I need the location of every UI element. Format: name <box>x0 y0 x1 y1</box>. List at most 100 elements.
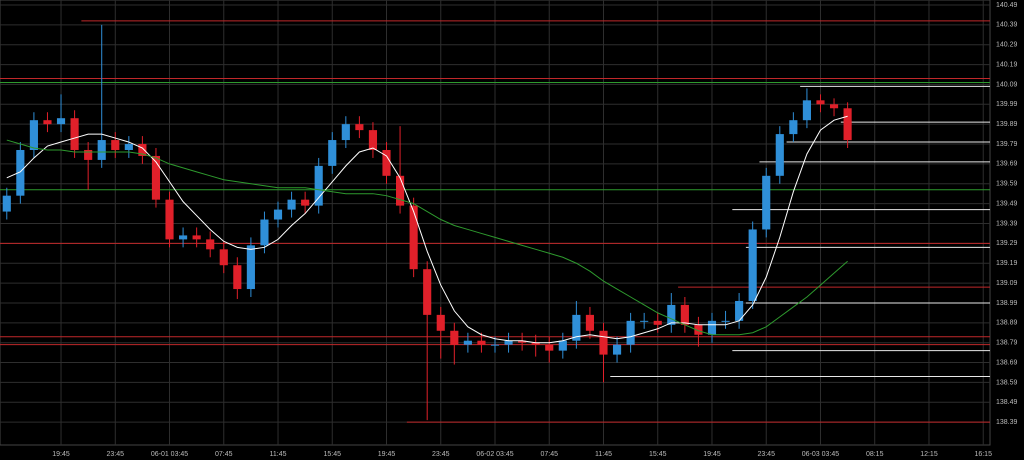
candle-body <box>545 344 554 351</box>
candle-body <box>490 344 500 346</box>
x-tick-label: 06-03 03:45 <box>802 451 839 458</box>
moving-average <box>6 115 848 344</box>
candle-body <box>287 199 296 210</box>
candle-body <box>355 124 364 131</box>
candle-body <box>816 100 825 105</box>
y-tick-label: 139.39 <box>996 220 1018 227</box>
x-tick-label: 07:45 <box>215 451 233 458</box>
x-tick-label: 19:45 <box>378 451 396 458</box>
y-tick-label: 140.39 <box>996 22 1018 29</box>
candle-body <box>301 199 310 206</box>
candle-body <box>558 340 567 351</box>
y-tick-label: 139.99 <box>996 101 1018 108</box>
x-tick-label: 06-01 03:45 <box>151 451 188 458</box>
candle-body <box>612 344 622 355</box>
candle-body <box>802 100 811 121</box>
y-tick-label: 138.79 <box>996 340 1018 347</box>
candle-body <box>694 324 703 335</box>
candle-body <box>246 245 255 290</box>
candle-body <box>680 304 689 325</box>
y-tick-label: 139.19 <box>996 260 1018 267</box>
candle-body <box>396 175 405 206</box>
x-tick-label: 08:15 <box>866 451 884 458</box>
candle-body <box>735 300 744 321</box>
candle-body <box>572 314 581 341</box>
y-tick-label: 140.29 <box>996 42 1018 49</box>
candle-body <box>328 140 337 166</box>
y-tick-label: 138.69 <box>996 359 1018 366</box>
candle-body <box>84 149 93 160</box>
candle-body <box>762 175 771 230</box>
candle-body <box>56 118 66 125</box>
candle-body <box>219 249 228 266</box>
y-tick-label: 138.99 <box>996 300 1018 307</box>
x-tick-label: 19:45 <box>52 451 70 458</box>
candle-body <box>477 340 486 345</box>
y-tick-label: 139.89 <box>996 121 1018 128</box>
candle-body <box>382 149 391 176</box>
x-tick-label: 11:45 <box>270 451 287 458</box>
candle-body <box>273 209 283 220</box>
y-tick-label: 140.49 <box>996 2 1018 9</box>
x-tick-label: 15:45 <box>649 451 667 458</box>
candle-body <box>653 320 662 325</box>
candle-body <box>518 340 527 343</box>
candle-body <box>531 342 540 345</box>
y-tick-label: 139.69 <box>996 161 1018 168</box>
candle-body <box>707 320 717 335</box>
y-tick-label: 139.29 <box>996 240 1018 247</box>
candle-body <box>721 320 730 322</box>
candle-body <box>829 104 839 109</box>
candle-body <box>192 235 201 240</box>
candle-body <box>667 304 676 325</box>
y-tick-label: 138.59 <box>996 379 1018 386</box>
candle-body <box>138 144 147 156</box>
candle-body <box>843 108 852 141</box>
y-tick-label: 139.49 <box>996 200 1018 207</box>
candle-body <box>179 235 188 240</box>
x-tick-label: 06-02 03:45 <box>476 451 513 458</box>
candle-body <box>70 118 79 150</box>
candle-body <box>29 120 38 150</box>
y-tick-label: 139.79 <box>996 141 1018 148</box>
candle-body <box>436 314 445 331</box>
candle-body <box>640 320 649 322</box>
candle-body <box>504 340 513 345</box>
candle-body <box>124 144 133 150</box>
candle-body <box>151 155 161 200</box>
y-tick-label: 138.89 <box>996 320 1018 327</box>
candle-body <box>314 165 323 206</box>
candle-body <box>341 124 350 141</box>
candle-body <box>206 239 215 250</box>
candle-body <box>775 134 784 176</box>
candle-body <box>43 120 52 125</box>
candle-body <box>450 330 459 345</box>
candle-body <box>111 140 120 150</box>
y-tick-label: 138.49 <box>996 399 1018 406</box>
candle-body <box>789 120 798 135</box>
candle-body <box>409 205 418 270</box>
x-tick-label: 07:45 <box>540 451 558 458</box>
candle-body <box>423 269 432 315</box>
x-tick-label: 19:45 <box>703 451 721 458</box>
y-tick-label: 139.59 <box>996 181 1018 188</box>
x-tick-label: 23:45 <box>107 451 125 458</box>
y-tick-label: 140.19 <box>996 61 1018 68</box>
candle-body <box>16 149 25 196</box>
y-tick-label: 140.09 <box>996 81 1018 88</box>
x-tick-label: 23:45 <box>432 451 450 458</box>
candle-body <box>599 330 608 355</box>
candle-body <box>260 219 269 246</box>
moving-average <box>6 139 848 336</box>
candle-body <box>97 140 106 160</box>
x-tick-label: 11:45 <box>595 451 612 458</box>
candle-body <box>2 195 11 212</box>
candle-body <box>463 340 472 345</box>
candle-body <box>585 314 594 331</box>
y-tick-label: 138.39 <box>996 419 1018 426</box>
x-tick-label: 15:45 <box>323 451 341 458</box>
candle-body <box>748 229 757 301</box>
x-tick-label: 12:15 <box>920 451 938 458</box>
candle-body <box>626 320 635 345</box>
